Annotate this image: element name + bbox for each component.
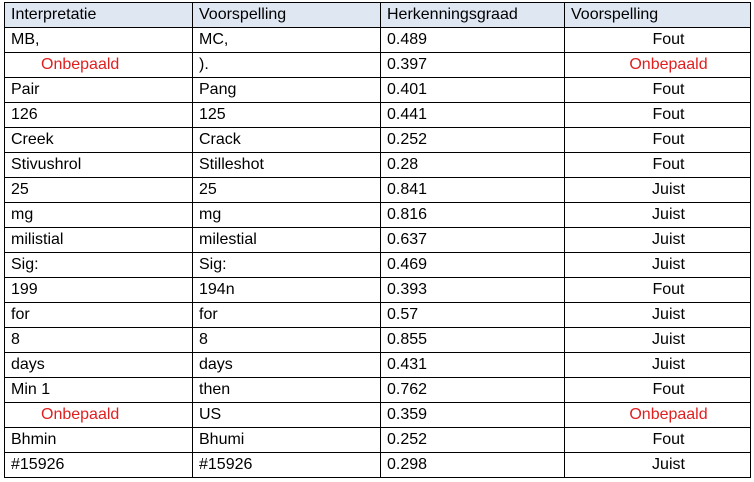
verdict-cell: Juist [564, 352, 751, 378]
verdict-cell: Juist [564, 227, 751, 253]
recognition-score-cell: 0.762 [380, 377, 565, 403]
column-header-oordeel: Voorspelling [564, 2, 751, 28]
table-row: Min 1 then 0.762 Fout [4, 377, 751, 403]
prediction-cell: 8 [192, 327, 381, 353]
interpretation-cell: Pair [4, 77, 193, 103]
table-row: MB, MC, 0.489 Fout [4, 27, 751, 53]
interpretation-cell: 8 [4, 327, 193, 353]
column-header-herkenningsgraad: Herkenningsgraad [380, 2, 565, 28]
table-row: mg mg 0.816 Juist [4, 202, 751, 228]
verdict-cell: Fout [564, 277, 751, 303]
interpretation-cell: 199 [4, 277, 193, 303]
prediction-cell: 25 [192, 177, 381, 203]
verdict-cell: Juist [564, 252, 751, 278]
prediction-cell: Sig: [192, 252, 381, 278]
recognition-score-cell: 0.393 [380, 277, 565, 303]
verdict-cell: Onbepaald [564, 402, 751, 428]
verdict-cell: Juist [564, 302, 751, 328]
recognition-score-cell: 0.359 [380, 402, 565, 428]
prediction-cell: US [192, 402, 381, 428]
prediction-cell: Bhumi [192, 427, 381, 453]
table-row: for for 0.57 Juist [4, 302, 751, 328]
recognition-score-cell: 0.637 [380, 227, 565, 253]
prediction-cell: ). [192, 52, 381, 78]
interpretation-cell: days [4, 352, 193, 378]
table-row: Onbepaald). 0.397 Onbepaald [4, 52, 751, 78]
verdict-cell: Fout [564, 102, 751, 128]
table-row: Creek Crack 0.252 Fout [4, 127, 751, 153]
recognition-score-cell: 0.431 [380, 352, 565, 378]
table-row: 199 194n 0.393 Fout [4, 277, 751, 303]
interpretation-cell: Sig: [4, 252, 193, 278]
table-body: MB, MC, 0.489 Fout Onbepaald). 0.397 Onbepaald… [4, 27, 751, 478]
prediction-cell: milestial [192, 227, 381, 253]
header-row: Interpretatie Voorspelling Herkenningsgr… [4, 2, 751, 28]
interpretation-cell: milistial [4, 227, 193, 253]
verdict-cell: Onbepaald [564, 52, 751, 78]
interpretation-cell: #15926 [4, 452, 193, 478]
recognition-score-cell: 0.855 [380, 327, 565, 353]
recognition-score-cell: 0.298 [380, 452, 565, 478]
verdict-cell: Juist [564, 327, 751, 353]
table-row: 126 125 0.441 Fout [4, 102, 751, 128]
verdict-cell: Juist [564, 452, 751, 478]
interpretation-cell: Onbepaald [4, 402, 193, 428]
verdict-cell: Fout [564, 27, 751, 53]
prediction-cell: #15926 [192, 452, 381, 478]
results-table: Interpretatie Voorspelling Herkenningsgr… [4, 2, 751, 478]
prediction-cell: Crack [192, 127, 381, 153]
table-row: Sig: Sig: 0.469 Juist [4, 252, 751, 278]
table-row: Bhmin Bhumi 0.252 Fout [4, 427, 751, 453]
interpretation-cell: Onbepaald [4, 52, 193, 78]
table-row: Onbepaald US 0.359 Onbepaald [4, 402, 751, 428]
table-row: Pair Pang 0.401 Fout [4, 77, 751, 103]
verdict-cell: Fout [564, 152, 751, 178]
interpretation-cell: Creek [4, 127, 193, 153]
recognition-score-cell: 0.816 [380, 202, 565, 228]
prediction-cell: days [192, 352, 381, 378]
interpretation-cell: Stivushrol [4, 152, 193, 178]
prediction-cell: then [192, 377, 381, 403]
table-row: 25 25 0.841 Juist [4, 177, 751, 203]
table-row: milistial milestial 0.637 Juist [4, 227, 751, 253]
recognition-score-cell: 0.441 [380, 102, 565, 128]
table-row: 8 8 0.855 Juist [4, 327, 751, 353]
recognition-score-cell: 0.397 [380, 52, 565, 78]
recognition-score-cell: 0.57 [380, 302, 565, 328]
prediction-cell: MC, [192, 27, 381, 53]
interpretation-cell: for [4, 302, 193, 328]
interpretation-cell: Bhmin [4, 427, 193, 453]
interpretation-cell: 25 [4, 177, 193, 203]
prediction-cell: for [192, 302, 381, 328]
column-header-voorspelling: Voorspelling [192, 2, 381, 28]
table-row: days days 0.431 Juist [4, 352, 751, 378]
recognition-score-cell: 0.489 [380, 27, 565, 53]
recognition-score-cell: 0.401 [380, 77, 565, 103]
recognition-score-cell: 0.841 [380, 177, 565, 203]
prediction-cell: Stilleshot [192, 152, 381, 178]
prediction-cell: Pang [192, 77, 381, 103]
prediction-cell: 125 [192, 102, 381, 128]
interpretation-cell: mg [4, 202, 193, 228]
recognition-score-cell: 0.28 [380, 152, 565, 178]
verdict-cell: Fout [564, 127, 751, 153]
prediction-cell: mg [192, 202, 381, 228]
prediction-cell: 194n [192, 277, 381, 303]
verdict-cell: Juist [564, 202, 751, 228]
column-header-interpretatie: Interpretatie [4, 2, 193, 28]
interpretation-cell: MB, [4, 27, 193, 53]
table-row: #15926 #15926 0.298 Juist [4, 452, 751, 478]
verdict-cell: Juist [564, 177, 751, 203]
verdict-cell: Fout [564, 377, 751, 403]
interpretation-cell: 126 [4, 102, 193, 128]
verdict-cell: Fout [564, 427, 751, 453]
table-row: Stivushrol Stilleshot 0.28 Fout [4, 152, 751, 178]
verdict-cell: Fout [564, 77, 751, 103]
interpretation-cell: Min 1 [4, 377, 193, 403]
recognition-score-cell: 0.252 [380, 427, 565, 453]
recognition-score-cell: 0.469 [380, 252, 565, 278]
recognition-score-cell: 0.252 [380, 127, 565, 153]
